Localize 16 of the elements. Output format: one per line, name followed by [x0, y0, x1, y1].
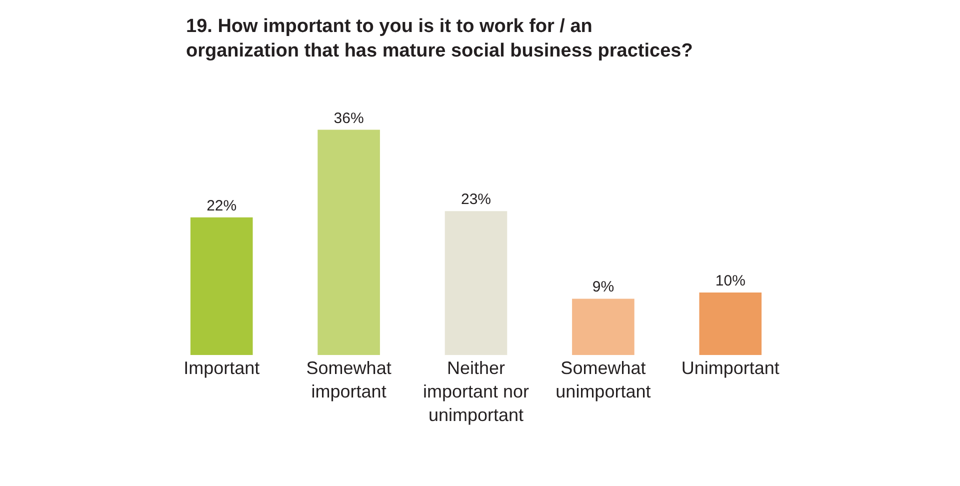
data-label: 36% — [334, 110, 364, 127]
data-label: 23% — [460, 191, 492, 208]
bar — [190, 217, 253, 355]
x-tick-label: Important — [184, 358, 260, 378]
bar — [699, 292, 762, 355]
x-tick-label: Unimportant — [681, 358, 780, 378]
chart-title: 19. How important to you is it to work for / an organization that has mature social business practices? — [186, 16, 693, 62]
x-tick-label: Somewhat unimportant — [556, 358, 651, 402]
data-label: 9% — [592, 278, 614, 296]
data-label: 10% — [715, 272, 746, 290]
bar — [444, 211, 508, 355]
x-tick-label: Somewhat important — [306, 358, 392, 402]
x-tick-label: Neither important nor unimportant — [422, 358, 530, 425]
data-label: 22% — [206, 197, 237, 214]
bar — [572, 298, 634, 355]
bar — [318, 130, 380, 355]
